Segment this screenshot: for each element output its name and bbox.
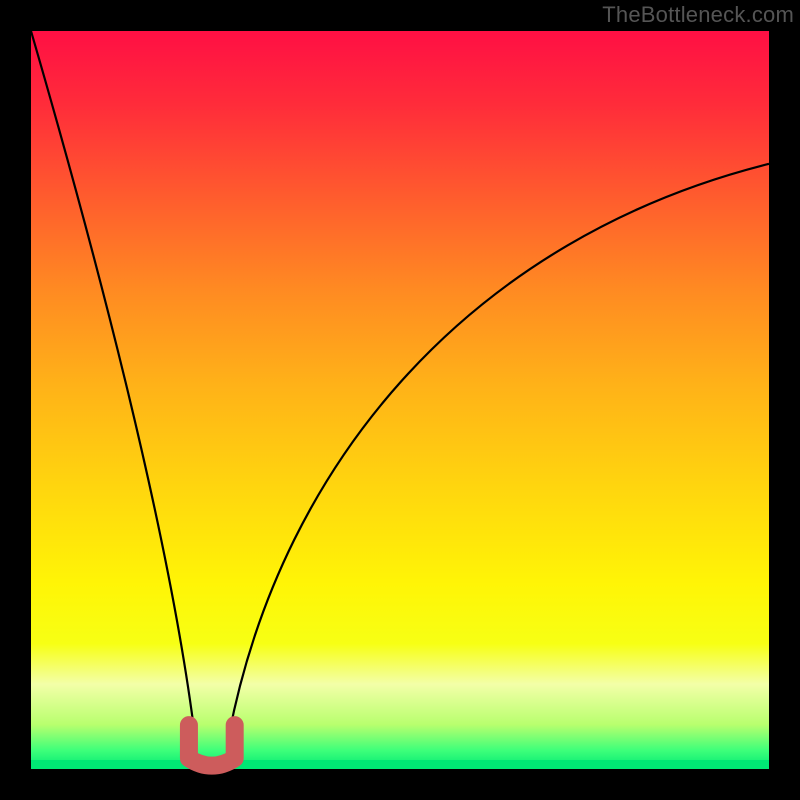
watermark-text: TheBottleneck.com: [602, 2, 794, 28]
valley-marker-icon: [189, 725, 235, 766]
curve-left-branch: [31, 31, 195, 736]
bottleneck-curve: [31, 31, 769, 769]
plot-area: [31, 31, 769, 769]
curve-right-branch: [229, 164, 769, 736]
